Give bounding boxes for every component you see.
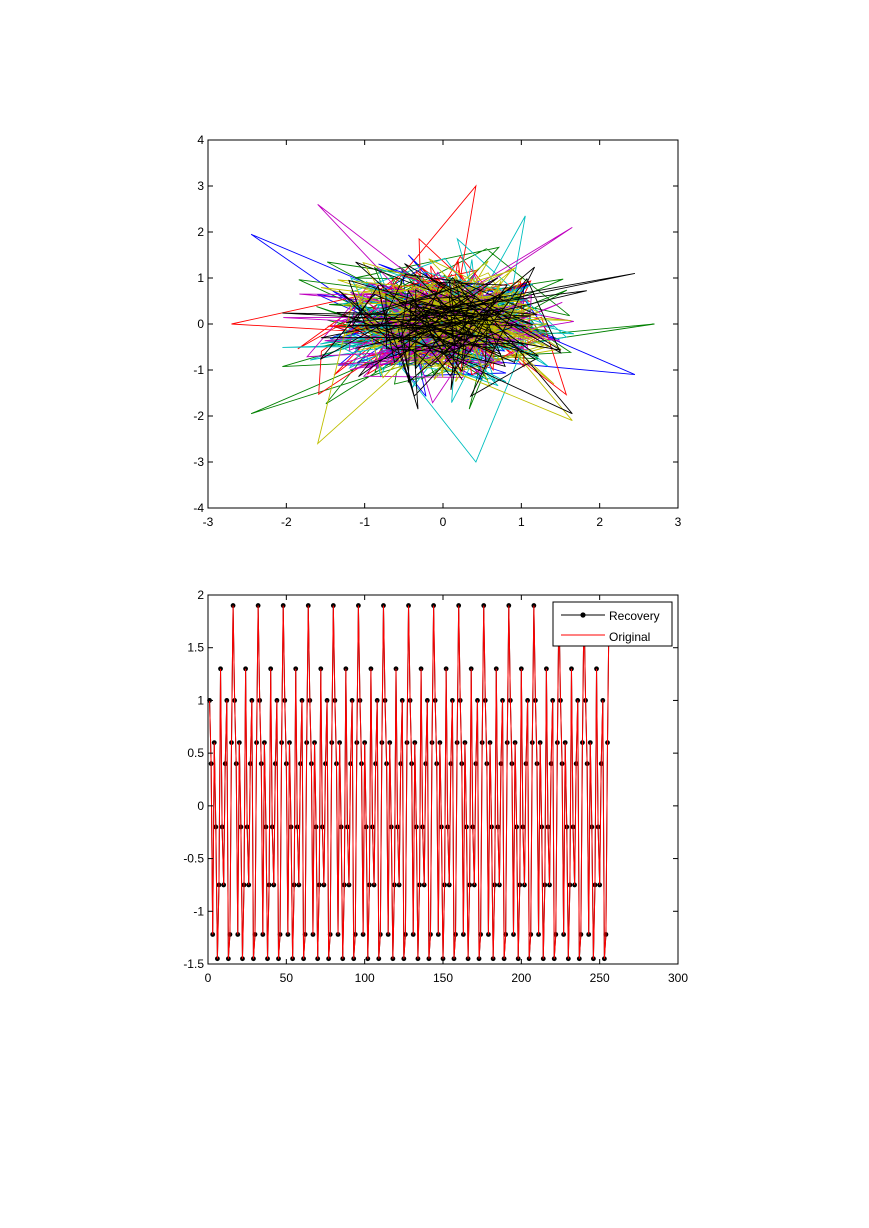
x-tick-label: 100 <box>355 971 375 985</box>
cloud-series-line <box>282 261 635 415</box>
x-tick-label: -2 <box>281 515 292 529</box>
y-tick-label: 0.5 <box>187 746 204 760</box>
y-tick-label: -1 <box>193 363 204 377</box>
legend-original-label: Original <box>609 630 650 644</box>
y-tick-label: -2 <box>193 409 204 423</box>
x-tick-label: -3 <box>203 515 214 529</box>
x-tick-label: 2 <box>596 515 603 529</box>
y-tick-label: 2 <box>197 588 204 602</box>
y-tick-label: 1.5 <box>187 641 204 655</box>
x-tick-label: 300 <box>668 971 688 985</box>
x-tick-label: 0 <box>440 515 447 529</box>
chart2-ticks: 0 50 100 150 200 250 300 -1.5 -1 -0.5 0 0.5 1 1.5 2 <box>183 588 688 985</box>
signal-recovery-chart: 0 50 100 150 200 250 300 -1.5 -1 -0.5 0 0.5 1 1.5 2 Re… <box>183 588 688 985</box>
legend-box <box>552 601 673 647</box>
y-tick-label: 3 <box>197 179 204 193</box>
y-tick-label: -4 <box>193 501 204 515</box>
y-tick-label: 0 <box>197 317 204 331</box>
x-tick-label: -1 <box>359 515 370 529</box>
y-tick-label: 1 <box>197 693 204 707</box>
x-tick-label: 150 <box>433 971 453 985</box>
y-tick-label: 4 <box>197 133 204 147</box>
y-tick-label: -1.5 <box>183 957 204 971</box>
legend-recovery-marker <box>580 612 586 618</box>
original-line <box>209 605 610 959</box>
x-tick-label: 200 <box>511 971 531 985</box>
y-tick-label: 0 <box>197 799 204 813</box>
x-tick-label: 250 <box>590 971 610 985</box>
x-tick-label: 50 <box>280 971 294 985</box>
chart1-plot-area <box>231 184 655 463</box>
x-tick-label: 0 <box>205 971 212 985</box>
x-tick-label: 1 <box>518 515 525 529</box>
y-tick-label: -3 <box>193 455 204 469</box>
y-tick-label: 1 <box>197 271 204 285</box>
y-tick-label: -1 <box>193 904 204 918</box>
legend-recovery-label: Recovery <box>609 609 660 623</box>
chart2-legend: Recovery Original <box>552 601 673 647</box>
y-tick-label: 2 <box>197 225 204 239</box>
x-tick-label: 3 <box>675 515 682 529</box>
chart2-plot-area <box>207 603 612 962</box>
y-tick-label: -0.5 <box>183 852 204 866</box>
